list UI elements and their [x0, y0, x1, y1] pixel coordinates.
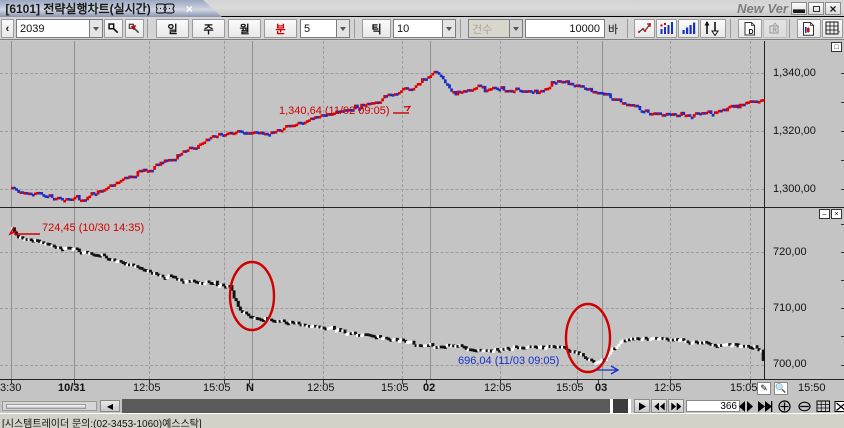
- svg-text:R: R: [772, 27, 777, 34]
- svg-text:D: D: [749, 29, 754, 36]
